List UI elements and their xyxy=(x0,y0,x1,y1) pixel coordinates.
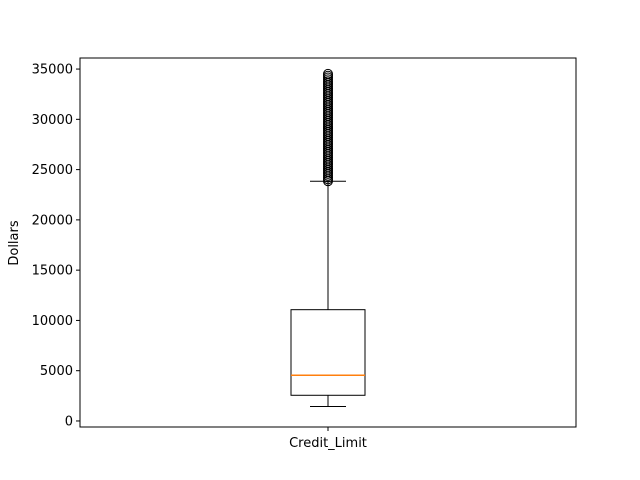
x-tick-label: Credit_Limit xyxy=(289,436,367,451)
x-axis: Credit_Limit xyxy=(289,427,367,451)
outlier-points xyxy=(323,68,333,187)
y-tick-label: 10000 xyxy=(32,314,73,329)
y-tick-label: 15000 xyxy=(32,264,73,279)
y-tick-label: 5000 xyxy=(40,364,73,379)
y-tick-label: 0 xyxy=(65,414,73,429)
iqr-box xyxy=(290,309,366,396)
y-tick-label: 30000 xyxy=(32,113,73,128)
outlier-point xyxy=(323,68,333,79)
y-tick-label: 25000 xyxy=(32,163,73,178)
y-tick-label: 35000 xyxy=(32,63,73,78)
y-tick-label: 20000 xyxy=(32,213,73,228)
y-axis: 0 5000 10000 15000 20000 25000 30000 35000 xyxy=(32,63,80,429)
y-axis-label: Dollars xyxy=(7,220,22,265)
plot-area xyxy=(290,68,366,408)
